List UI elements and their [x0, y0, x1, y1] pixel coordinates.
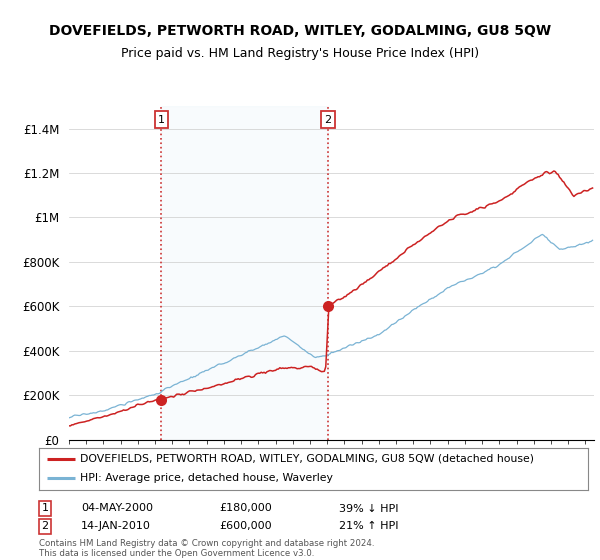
- Text: This data is licensed under the Open Government Licence v3.0.: This data is licensed under the Open Gov…: [39, 549, 314, 558]
- Text: 04-MAY-2000: 04-MAY-2000: [81, 503, 153, 514]
- Text: £180,000: £180,000: [219, 503, 272, 514]
- Text: HPI: Average price, detached house, Waverley: HPI: Average price, detached house, Wave…: [80, 473, 333, 483]
- Text: Contains HM Land Registry data © Crown copyright and database right 2024.: Contains HM Land Registry data © Crown c…: [39, 539, 374, 548]
- Bar: [161, 106, 328, 440]
- Text: 21% ↑ HPI: 21% ↑ HPI: [339, 521, 398, 531]
- Text: 2: 2: [325, 115, 331, 125]
- Text: DOVEFIELDS, PETWORTH ROAD, WITLEY, GODALMING, GU8 5QW: DOVEFIELDS, PETWORTH ROAD, WITLEY, GODAL…: [49, 24, 551, 38]
- Text: 39% ↓ HPI: 39% ↓ HPI: [339, 503, 398, 514]
- Text: DOVEFIELDS, PETWORTH ROAD, WITLEY, GODALMING, GU8 5QW (detached house): DOVEFIELDS, PETWORTH ROAD, WITLEY, GODAL…: [80, 454, 534, 464]
- Text: Price paid vs. HM Land Registry's House Price Index (HPI): Price paid vs. HM Land Registry's House …: [121, 46, 479, 60]
- Text: 1: 1: [158, 115, 165, 125]
- Text: 1: 1: [41, 503, 49, 514]
- Text: 2: 2: [41, 521, 49, 531]
- Text: £600,000: £600,000: [219, 521, 272, 531]
- Text: 14-JAN-2010: 14-JAN-2010: [81, 521, 151, 531]
